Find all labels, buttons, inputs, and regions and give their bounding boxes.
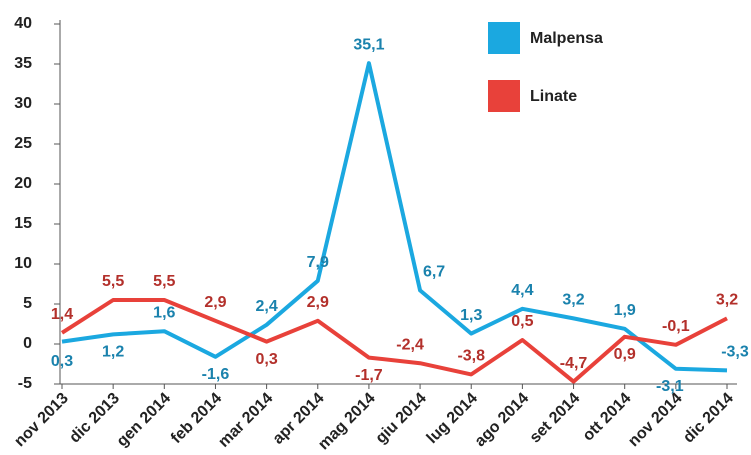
y-tick-label: 40 (14, 15, 32, 32)
data-label: 5,5 (153, 273, 175, 290)
y-tick-label: 15 (14, 215, 32, 232)
y-tick-label: 10 (14, 255, 32, 272)
legend-swatch (488, 80, 520, 112)
y-tick-label: 20 (14, 175, 32, 192)
data-label: -1,7 (355, 367, 383, 384)
x-tick-label: nov 2014 (625, 390, 686, 451)
x-tick-label: giu 2014 (373, 390, 430, 447)
data-label: 2,9 (204, 294, 226, 311)
line (60, 298, 728, 384)
data-label: 1,4 (51, 306, 73, 323)
x-tick-label: ago 2014 (472, 390, 533, 451)
legend-label: Malpensa (530, 30, 603, 47)
data-label: 0,5 (511, 313, 533, 330)
x-tick-label: nov 2013 (11, 390, 72, 451)
line (61, 61, 728, 373)
y-tick-label: -5 (18, 375, 32, 392)
data-label: 35,1 (353, 36, 384, 53)
data-label: 0,3 (255, 351, 277, 368)
x-tick-label: dic 2014 (680, 390, 737, 447)
data-label: 1,9 (614, 302, 636, 319)
data-label: -3,8 (457, 348, 485, 365)
x-tick-label: mar 2014 (215, 390, 276, 451)
data-label: 7,9 (307, 254, 329, 271)
data-label: 1,3 (460, 307, 482, 324)
y-tick-label: 30 (14, 95, 32, 112)
data-label: -4,7 (560, 355, 588, 372)
data-label: -3,3 (721, 344, 749, 361)
data-label: 0,9 (614, 346, 636, 363)
data-label: 0,3 (51, 353, 73, 370)
data-label: 6,7 (423, 264, 445, 281)
data-label: 2,9 (307, 294, 329, 311)
data-label: 1,6 (153, 304, 175, 321)
data-label: -0,1 (662, 318, 690, 335)
y-tick-label: 0 (23, 335, 32, 352)
data-label: 3,2 (716, 292, 738, 309)
data-label: 1,2 (102, 344, 124, 361)
data-label: -1,6 (202, 366, 230, 383)
data-label: 4,4 (511, 282, 533, 299)
data-label: -3,1 (656, 378, 684, 395)
x-tick-label: gen 2014 (114, 390, 175, 451)
legend-swatch (488, 22, 520, 54)
legend-label: Linate (530, 88, 577, 105)
data-label: -2,4 (396, 336, 424, 353)
x-tick-label: set 2014 (527, 390, 584, 447)
data-label: 3,2 (562, 292, 584, 309)
y-tick-label: 5 (23, 295, 32, 312)
data-label: 5,5 (102, 273, 124, 290)
y-tick-label: 35 (14, 55, 32, 72)
y-tick-label: 25 (14, 135, 32, 152)
data-label: 2,4 (255, 298, 277, 315)
